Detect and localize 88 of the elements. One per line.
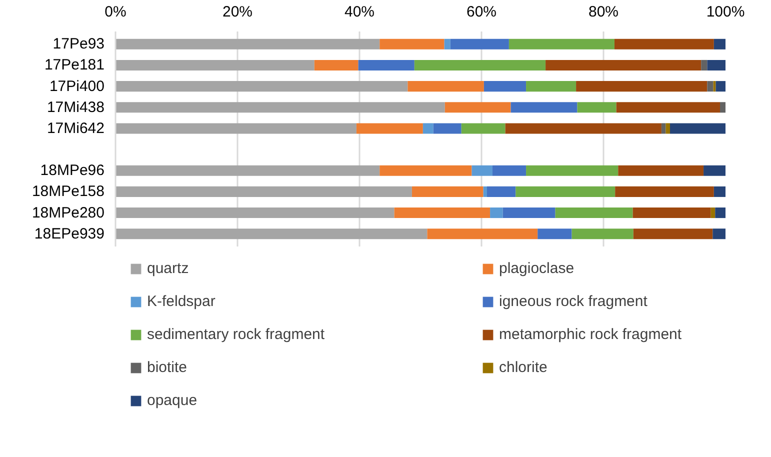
bar [577,102,616,113]
bar [505,123,662,134]
bar [356,123,423,134]
y-tick-label: 17Mi642 [46,120,105,137]
bar [615,186,714,197]
legend-label: K-feldspar [147,293,216,310]
bar [526,81,576,92]
bar [502,208,556,218]
y-tick-label: 17Pi400 [49,78,105,95]
bar [661,123,666,134]
x-tick-label: 0% [104,4,126,20]
bar [666,123,670,134]
bar [707,81,714,92]
bar [707,60,726,70]
bar [116,165,380,176]
bar [715,208,726,218]
legend-label: quartz [147,260,190,277]
legend-label: plagioclase [499,260,576,277]
bar [492,165,526,176]
bar [720,102,726,113]
x-tick-label: 80% [588,4,619,20]
x-tick-label: 40% [344,4,375,20]
bar [116,102,445,113]
bar [670,123,726,134]
legend-label: opaque [147,392,198,409]
bar [444,102,511,113]
bar [380,38,444,50]
x-tick-label: 20% [222,4,253,20]
bar [538,228,572,240]
y-tick-label: 18MPe280 [32,204,105,222]
x-tick-label: 100% [706,4,745,20]
bar [314,60,358,70]
bar [704,165,726,176]
bar [358,60,414,70]
bar [472,165,492,176]
y-tick-label: 17Pe93 [52,36,104,53]
bar [116,60,314,70]
bar [486,186,516,197]
y-tick-label: 18MPe96 [40,162,105,180]
bar [422,123,434,134]
bar [380,165,472,176]
bar [516,186,616,197]
legend-label: sedimentary rock fragment [147,326,326,343]
bar [614,38,714,50]
bar [576,81,708,92]
bar [508,38,614,50]
bar [526,165,618,176]
bar [461,123,506,134]
legend-label: biotite [147,359,188,376]
bar [490,208,503,218]
bar [714,186,726,197]
bar [116,186,412,197]
bar [408,81,484,92]
legend-label: metamorphic rock fragment [499,326,683,343]
bar [427,228,538,240]
bar [618,165,704,176]
bar [616,102,720,113]
bar [116,208,394,218]
legend-label: chlorite [499,359,548,376]
bar [414,60,546,70]
bar [116,123,356,134]
bar [572,228,634,240]
bar [701,60,708,70]
bar [412,186,484,197]
bar [450,38,509,50]
y-tick-label: 18EPe939 [34,225,105,242]
bar [555,208,633,218]
y-tick-label: 18MPe158 [32,183,105,200]
bar [633,228,713,240]
bar [710,208,716,218]
bar [433,123,462,134]
bar [116,81,408,92]
y-tick-label: 17Pe181 [44,56,105,74]
bar [712,228,726,240]
bar [394,208,490,218]
bar [546,60,702,70]
bar [483,186,487,197]
bar [116,228,428,240]
x-tick-label: 60% [466,4,497,20]
bar [484,81,526,92]
bar [510,102,578,113]
legend-label: igneous rock fragment [499,293,648,310]
bar [116,38,380,50]
y-tick-label: 17Mi438 [46,98,105,116]
bar [716,81,726,92]
bar [714,38,726,50]
bar [632,208,711,218]
bar [444,38,450,50]
